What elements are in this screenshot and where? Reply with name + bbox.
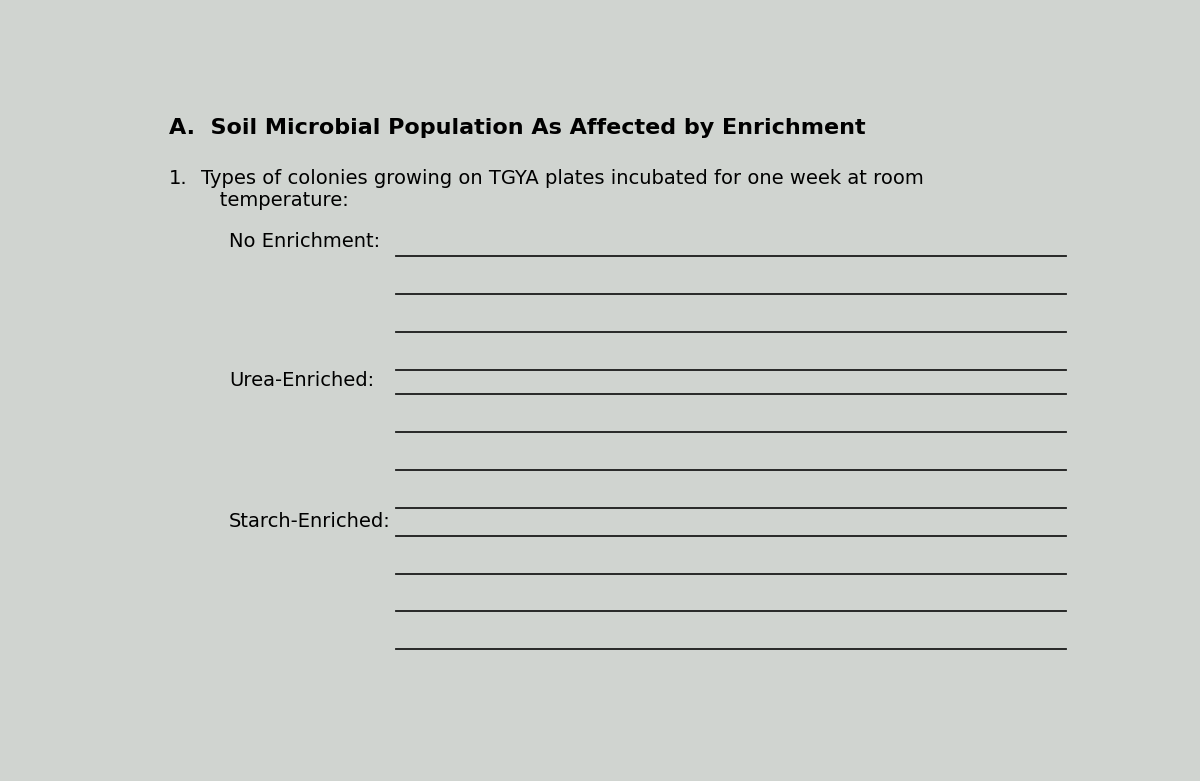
Text: Urea-Enriched:: Urea-Enriched:: [229, 371, 374, 390]
Text: Starch-Enriched:: Starch-Enriched:: [229, 512, 391, 531]
Text: Types of colonies growing on TGYA plates incubated for one week at room
   tempe: Types of colonies growing on TGYA plates…: [202, 169, 924, 210]
Text: A.  Soil Microbial Population As Affected by Enrichment: A. Soil Microbial Population As Affected…: [168, 118, 865, 137]
Text: 1.: 1.: [168, 169, 187, 188]
Text: No Enrichment:: No Enrichment:: [229, 232, 380, 251]
